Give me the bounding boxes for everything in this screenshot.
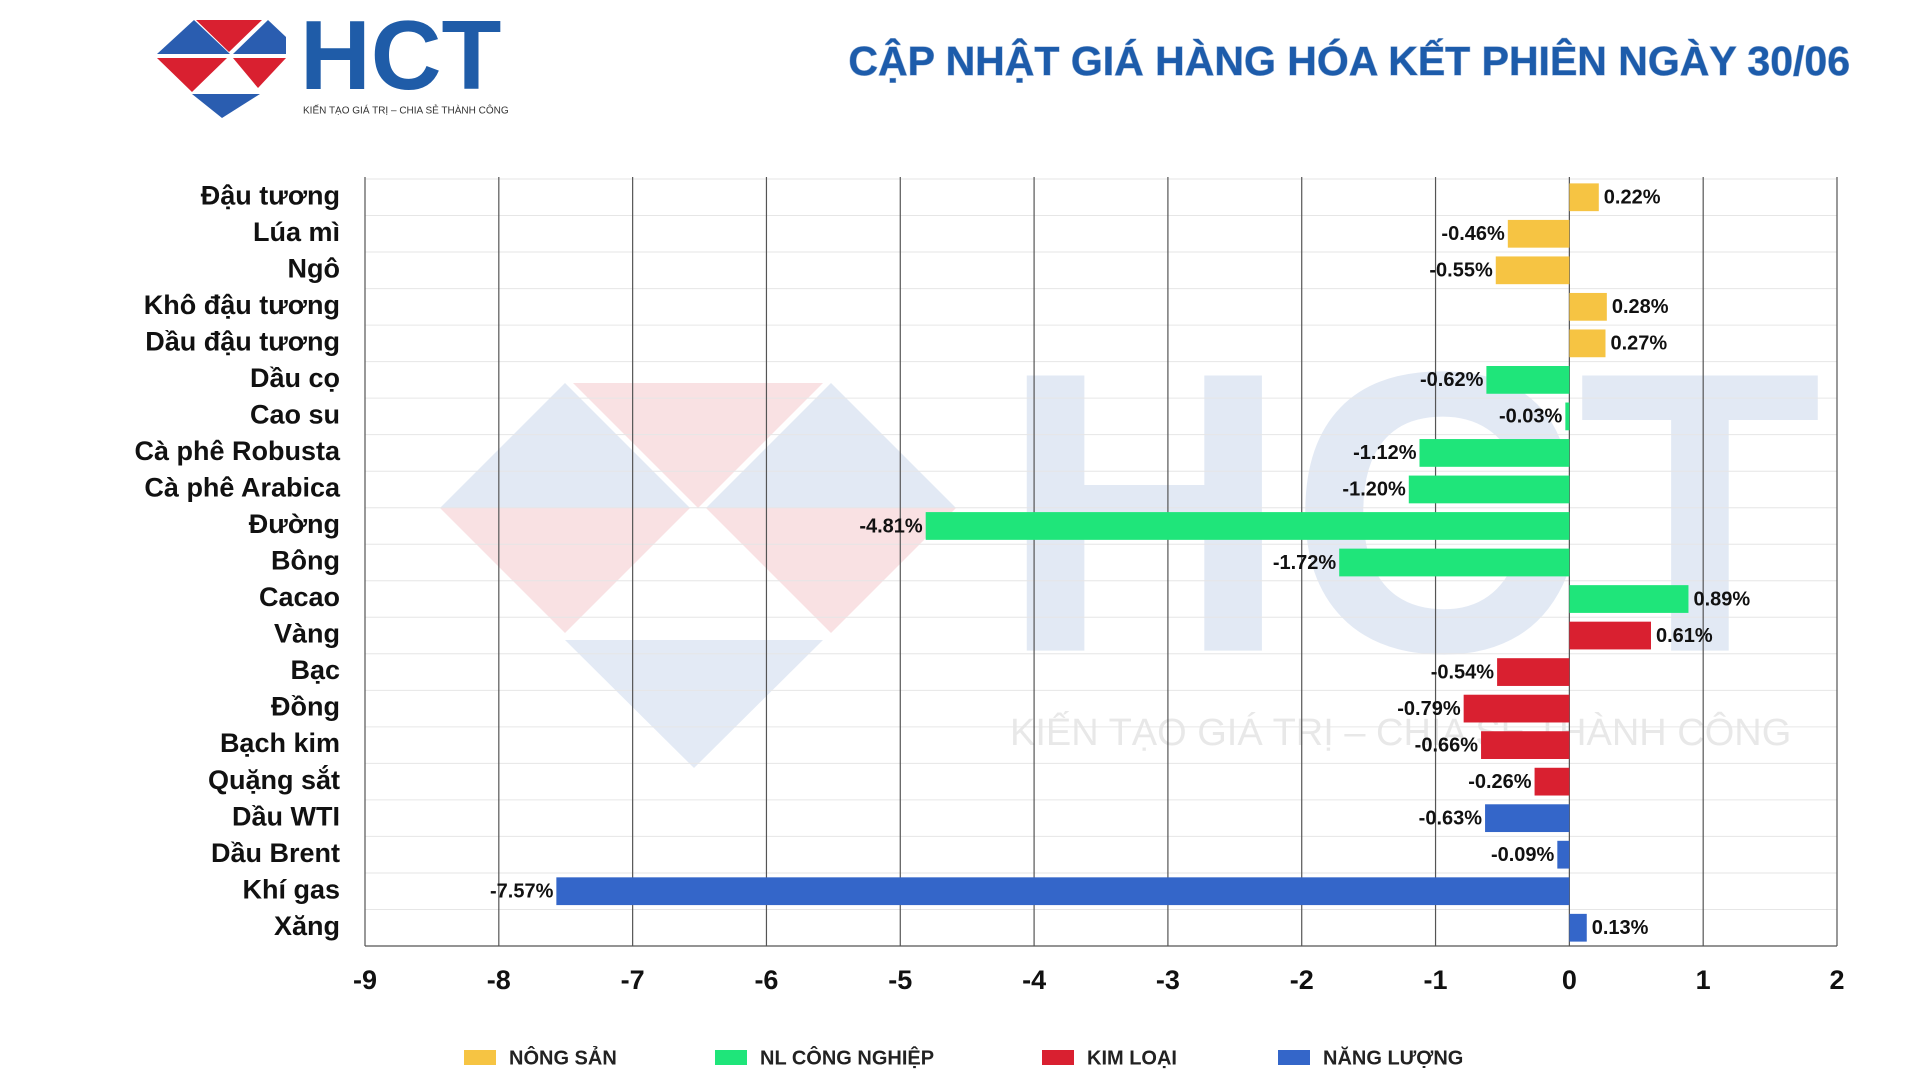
value-label: 0.28% [1612, 296, 1669, 318]
logo-name: HCT [300, 0, 501, 110]
bar [1481, 731, 1570, 759]
logo-tagline: KIẾN TẠO GIÁ TRỊ – CHIA SẺ THÀNH CÔNG [303, 104, 509, 117]
value-label: -0.26% [1468, 771, 1532, 793]
x-tick-label: -6 [754, 965, 778, 995]
legend-swatch [464, 1050, 496, 1065]
value-label: 0.89% [1693, 588, 1750, 610]
y-tick-label: Xăng [274, 911, 340, 941]
bar [1557, 840, 1570, 869]
y-tick-label: Khí gas [242, 874, 340, 904]
bar [1569, 621, 1651, 650]
value-label: -4.81% [859, 515, 923, 537]
bar [1565, 402, 1570, 431]
bar [556, 877, 1570, 906]
logo: HCT KIẾN TẠO GIÁ TRỊ – CHIA SẺ THÀNH CÔN… [157, 0, 509, 118]
y-tick-label: Đậu tương [201, 180, 340, 210]
value-label: -0.09% [1491, 844, 1555, 866]
value-label: -0.63% [1419, 807, 1483, 829]
bar [1339, 548, 1570, 577]
y-tick-label: Ngô [288, 253, 340, 283]
y-tick-label: Dầu Brent [211, 838, 340, 868]
value-label: 0.61% [1656, 625, 1713, 647]
y-tick-label: Vàng [274, 619, 340, 649]
y-tick-label: Cao su [250, 400, 340, 430]
x-tick-label: 1 [1696, 965, 1711, 995]
bar [1497, 658, 1570, 686]
y-tick-label: Quặng sắt [208, 764, 340, 795]
value-label: -0.79% [1397, 698, 1461, 720]
y-tick-label: Dầu đậu tương [145, 326, 340, 356]
y-tick-label: Khô đậu tương [144, 290, 340, 320]
value-label: -7.57% [490, 880, 554, 902]
bar [1569, 913, 1587, 942]
bar [1534, 767, 1570, 796]
y-tick-label: Bông [271, 546, 340, 576]
y-tick-label: Cacao [259, 582, 340, 612]
y-tick-label: Bạch kim [220, 728, 340, 758]
x-tick-label: 2 [1829, 965, 1844, 995]
y-tick-label: Cà phê Arabica [144, 473, 341, 503]
value-label: -0.62% [1420, 369, 1484, 391]
legend-label: KIM LOẠI [1087, 1047, 1177, 1069]
y-tick-label: Cà phê Robusta [134, 436, 341, 466]
legend-swatch [715, 1050, 747, 1065]
y-tick-label: Dầu cọ [250, 363, 340, 393]
bar [925, 512, 1570, 540]
y-tick-label: Đường [249, 509, 340, 539]
bar [1408, 475, 1570, 504]
value-label: -0.66% [1415, 734, 1479, 756]
value-label: -1.72% [1273, 552, 1337, 574]
legend-swatch [1278, 1050, 1310, 1065]
bar [1495, 256, 1570, 285]
bar [1569, 183, 1599, 212]
value-label: -0.55% [1429, 260, 1493, 282]
value-label: -0.54% [1431, 661, 1495, 683]
y-tick-label: Đồng [271, 692, 340, 722]
bar [1419, 439, 1570, 467]
value-label: -1.20% [1342, 479, 1406, 501]
watermark-tagline: KIẾN TẠO GIÁ TRỊ – CHIA SẺ THÀNH CÔNG [1010, 710, 1791, 754]
x-tick-label: 0 [1562, 965, 1577, 995]
bar [1569, 292, 1607, 321]
value-label: -0.46% [1441, 223, 1505, 245]
legend-label: NĂNG LƯỢNG [1323, 1046, 1463, 1069]
value-label: 0.27% [1610, 333, 1667, 355]
x-tick-label: -2 [1290, 965, 1314, 995]
value-label: 0.13% [1592, 917, 1649, 939]
x-tick-label: -1 [1424, 965, 1448, 995]
chart-title: CẬP NHẬT GIÁ HÀNG HÓA KẾT PHIÊN NGÀY 30/… [848, 38, 1850, 84]
legend-label: NL CÔNG NGHIỆP [760, 1045, 934, 1069]
value-label: -1.12% [1353, 442, 1417, 464]
legend-label: NÔNG SẢN [509, 1045, 617, 1069]
bar [1569, 329, 1606, 358]
legend-swatch [1042, 1050, 1074, 1065]
bar [1463, 694, 1570, 723]
bar [1569, 585, 1689, 613]
y-tick-label: Lúa mì [253, 217, 340, 247]
x-tick-label: -7 [621, 965, 645, 995]
y-tick-label: Bạc [290, 655, 340, 685]
x-tick-label: -3 [1156, 965, 1180, 995]
x-tick-label: -5 [888, 965, 912, 995]
x-tick-label: -8 [487, 965, 511, 995]
x-tick-label: -4 [1022, 965, 1046, 995]
value-label: 0.22% [1604, 187, 1661, 209]
bar [1507, 219, 1570, 248]
x-tick-label: -9 [353, 965, 377, 995]
bar [1485, 804, 1570, 833]
y-tick-label: Dầu WTI [232, 801, 340, 831]
value-label: -0.03% [1499, 406, 1563, 428]
bar [1486, 366, 1570, 394]
